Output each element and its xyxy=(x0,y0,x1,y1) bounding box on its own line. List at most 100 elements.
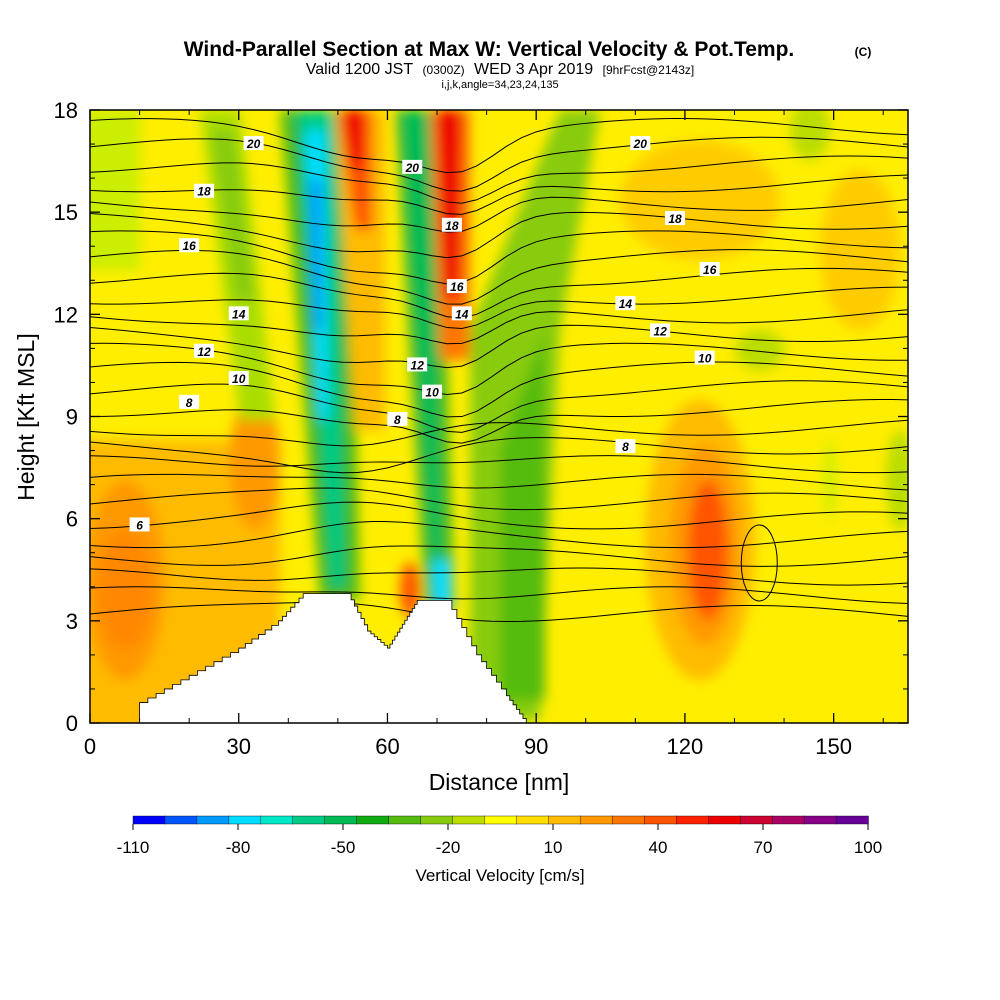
contour-label-bg xyxy=(402,159,423,174)
theta-contour xyxy=(90,567,908,586)
contour-label: 16 xyxy=(703,263,717,277)
contour-label: 18 xyxy=(668,212,682,226)
theta-contour xyxy=(90,398,908,444)
theta-contour xyxy=(90,118,908,174)
contour-label-bg xyxy=(615,439,636,454)
contour-label: 10 xyxy=(425,386,439,400)
theta-contour xyxy=(90,230,908,285)
contour-label-bg xyxy=(615,296,636,311)
contour-label-bg xyxy=(194,343,215,358)
colorbar-swatch xyxy=(803,815,837,825)
theta-contour xyxy=(90,136,908,192)
colorbar-swatch xyxy=(356,815,390,825)
colorbar-swatch xyxy=(644,815,677,825)
colorbar-swatch xyxy=(580,815,614,825)
chart-params: i,j,k,angle=34,23,24,135 xyxy=(441,79,558,91)
contour-label-bg xyxy=(129,517,150,532)
contour-label: 20 xyxy=(633,137,648,151)
colorbar-label: 100 xyxy=(854,838,882,857)
theta-contour xyxy=(90,380,908,433)
theta-contour xyxy=(90,361,908,418)
theta-contour xyxy=(90,521,908,549)
x-tick-label: 90 xyxy=(524,734,548,759)
contour-label: 8 xyxy=(622,440,629,454)
forecast-info: [9hrFcst@2143z] xyxy=(603,63,695,77)
colorbar-title: Vertical Velocity [cm/s] xyxy=(415,866,584,885)
colorbar-label: 70 xyxy=(754,838,773,857)
colorbar-swatch xyxy=(676,815,709,825)
contour-label: 14 xyxy=(455,307,469,321)
contour-label: 14 xyxy=(232,307,246,321)
x-tick-label: 150 xyxy=(815,734,852,759)
colorbar xyxy=(132,815,869,825)
contour-label-bg xyxy=(179,238,200,253)
contour-label-bg xyxy=(694,350,715,365)
colorbar-swatch xyxy=(132,815,166,825)
theta-contour xyxy=(90,286,908,330)
colorbar-label: -20 xyxy=(436,838,461,857)
colorbar-swatch xyxy=(516,815,550,825)
y-tick-label: 15 xyxy=(54,200,78,225)
colorbar-label: 40 xyxy=(649,838,668,857)
colorbar-swatch xyxy=(835,815,869,825)
contour-label-bg xyxy=(179,394,200,409)
theta-contour xyxy=(90,324,908,369)
x-tick-label: 60 xyxy=(375,734,399,759)
contour-label: 12 xyxy=(411,358,425,372)
colorbar-swatch xyxy=(452,815,486,825)
theta-contour xyxy=(90,455,908,474)
contour-label-bg xyxy=(699,262,720,277)
colorbar-swatch xyxy=(771,815,805,825)
colorbar-label: -110 xyxy=(117,838,150,857)
contour-label: 10 xyxy=(232,372,246,386)
colorbar-swatch xyxy=(708,815,741,825)
colorbar-swatch xyxy=(196,815,230,825)
contour-label-bg xyxy=(441,217,462,232)
valid-time: Valid 1200 JST xyxy=(306,61,414,78)
colorbar-label: -50 xyxy=(331,838,356,857)
contour-label: 8 xyxy=(186,396,193,410)
theta-contour xyxy=(90,601,908,623)
theta-contour xyxy=(90,211,908,259)
contour-label: 6 xyxy=(136,518,143,532)
y-tick-label: 3 xyxy=(66,609,78,634)
y-tick-label: 9 xyxy=(66,405,78,430)
colorbar-swatch xyxy=(420,815,454,825)
contour-label-bg xyxy=(664,210,685,225)
colorbar-swatch xyxy=(164,815,198,825)
chart-subtitle: Valid 1200 JST (0300Z) WED 3 Apr 2019 [9… xyxy=(306,61,694,78)
colorbar-swatch xyxy=(612,815,646,825)
contour-label-bg xyxy=(387,411,408,426)
theta-contour xyxy=(90,249,908,305)
contour-label-bg xyxy=(228,306,249,321)
colorbar-swatch xyxy=(484,815,518,825)
contour-label-bg xyxy=(446,279,467,294)
theta-contour xyxy=(90,501,908,530)
colorbar-swatch xyxy=(260,815,294,825)
theta-contour xyxy=(90,174,908,215)
theta-contour xyxy=(90,419,908,447)
contour-label-bg xyxy=(630,136,651,151)
colorbar-swatch xyxy=(739,815,773,825)
y-axis: 0 3 6 9 12 15 18 xyxy=(54,98,908,736)
x-tick-label: 120 xyxy=(667,734,704,759)
contour-label: 18 xyxy=(445,219,459,233)
contour-label: 12 xyxy=(653,324,667,338)
theta-contour-lines xyxy=(90,118,908,623)
theta-contour xyxy=(90,342,908,395)
theta-contour xyxy=(90,487,908,511)
contour-label: 8 xyxy=(394,413,401,427)
y-tick-label: 18 xyxy=(54,98,78,123)
copyright-mark: (C) xyxy=(855,45,872,59)
y-tick-label: 6 xyxy=(66,507,78,532)
y-axis-label: Height [Kft MSL] xyxy=(13,333,39,500)
theta-contour xyxy=(90,586,908,604)
contour-label: 16 xyxy=(182,239,196,253)
contour-label: 12 xyxy=(197,345,211,359)
colorbar-swatch xyxy=(548,815,582,825)
colorbar-swatch xyxy=(228,815,262,825)
valid-utc: (0300Z) xyxy=(423,63,465,77)
theta-contour xyxy=(90,267,908,319)
y-tick-label: 12 xyxy=(54,302,78,327)
